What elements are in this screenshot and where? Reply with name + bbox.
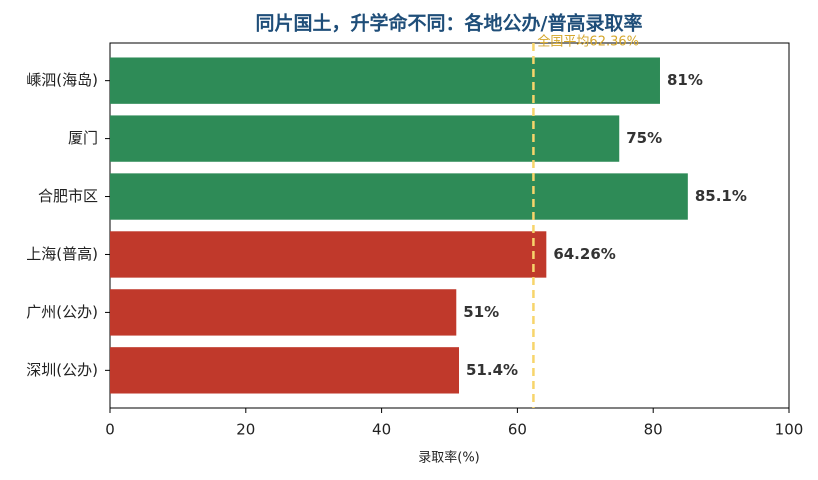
value-label: 51% xyxy=(463,303,499,321)
bar xyxy=(110,173,688,220)
x-tick-label: 80 xyxy=(644,421,663,439)
value-label: 75% xyxy=(626,129,662,147)
x-tick-label: 0 xyxy=(105,421,115,439)
chart-title: 同片国土，升学命不同：各地公办/普高录取率 xyxy=(256,12,643,35)
value-label: 64.26% xyxy=(553,245,615,263)
bar xyxy=(110,231,547,278)
x-tick-label: 20 xyxy=(236,421,255,439)
bar xyxy=(110,289,457,336)
x-tick-label: 100 xyxy=(775,421,804,439)
plot-frame xyxy=(109,42,790,409)
y-tick-label: 厦门 xyxy=(68,129,98,147)
y-tick-label: 上海(普高) xyxy=(26,245,98,263)
y-tick-label: 合肥市区 xyxy=(38,187,98,205)
reference-label: 全国平均62.36% xyxy=(537,34,639,50)
bar xyxy=(110,347,460,394)
value-label: 51.4% xyxy=(466,361,518,379)
y-tick-label: 嵊泗(海岛) xyxy=(26,71,98,89)
value-label: 85.1% xyxy=(695,187,747,205)
bar xyxy=(110,115,620,162)
bar xyxy=(110,57,660,104)
y-tick-label: 广州(公办) xyxy=(26,303,98,321)
x-tick-label: 40 xyxy=(372,421,391,439)
value-label: 81% xyxy=(667,71,703,89)
x-tick-label: 60 xyxy=(508,421,527,439)
x-axis-label: 录取率(%) xyxy=(418,450,480,466)
y-tick-label: 深圳(公办) xyxy=(26,361,98,379)
